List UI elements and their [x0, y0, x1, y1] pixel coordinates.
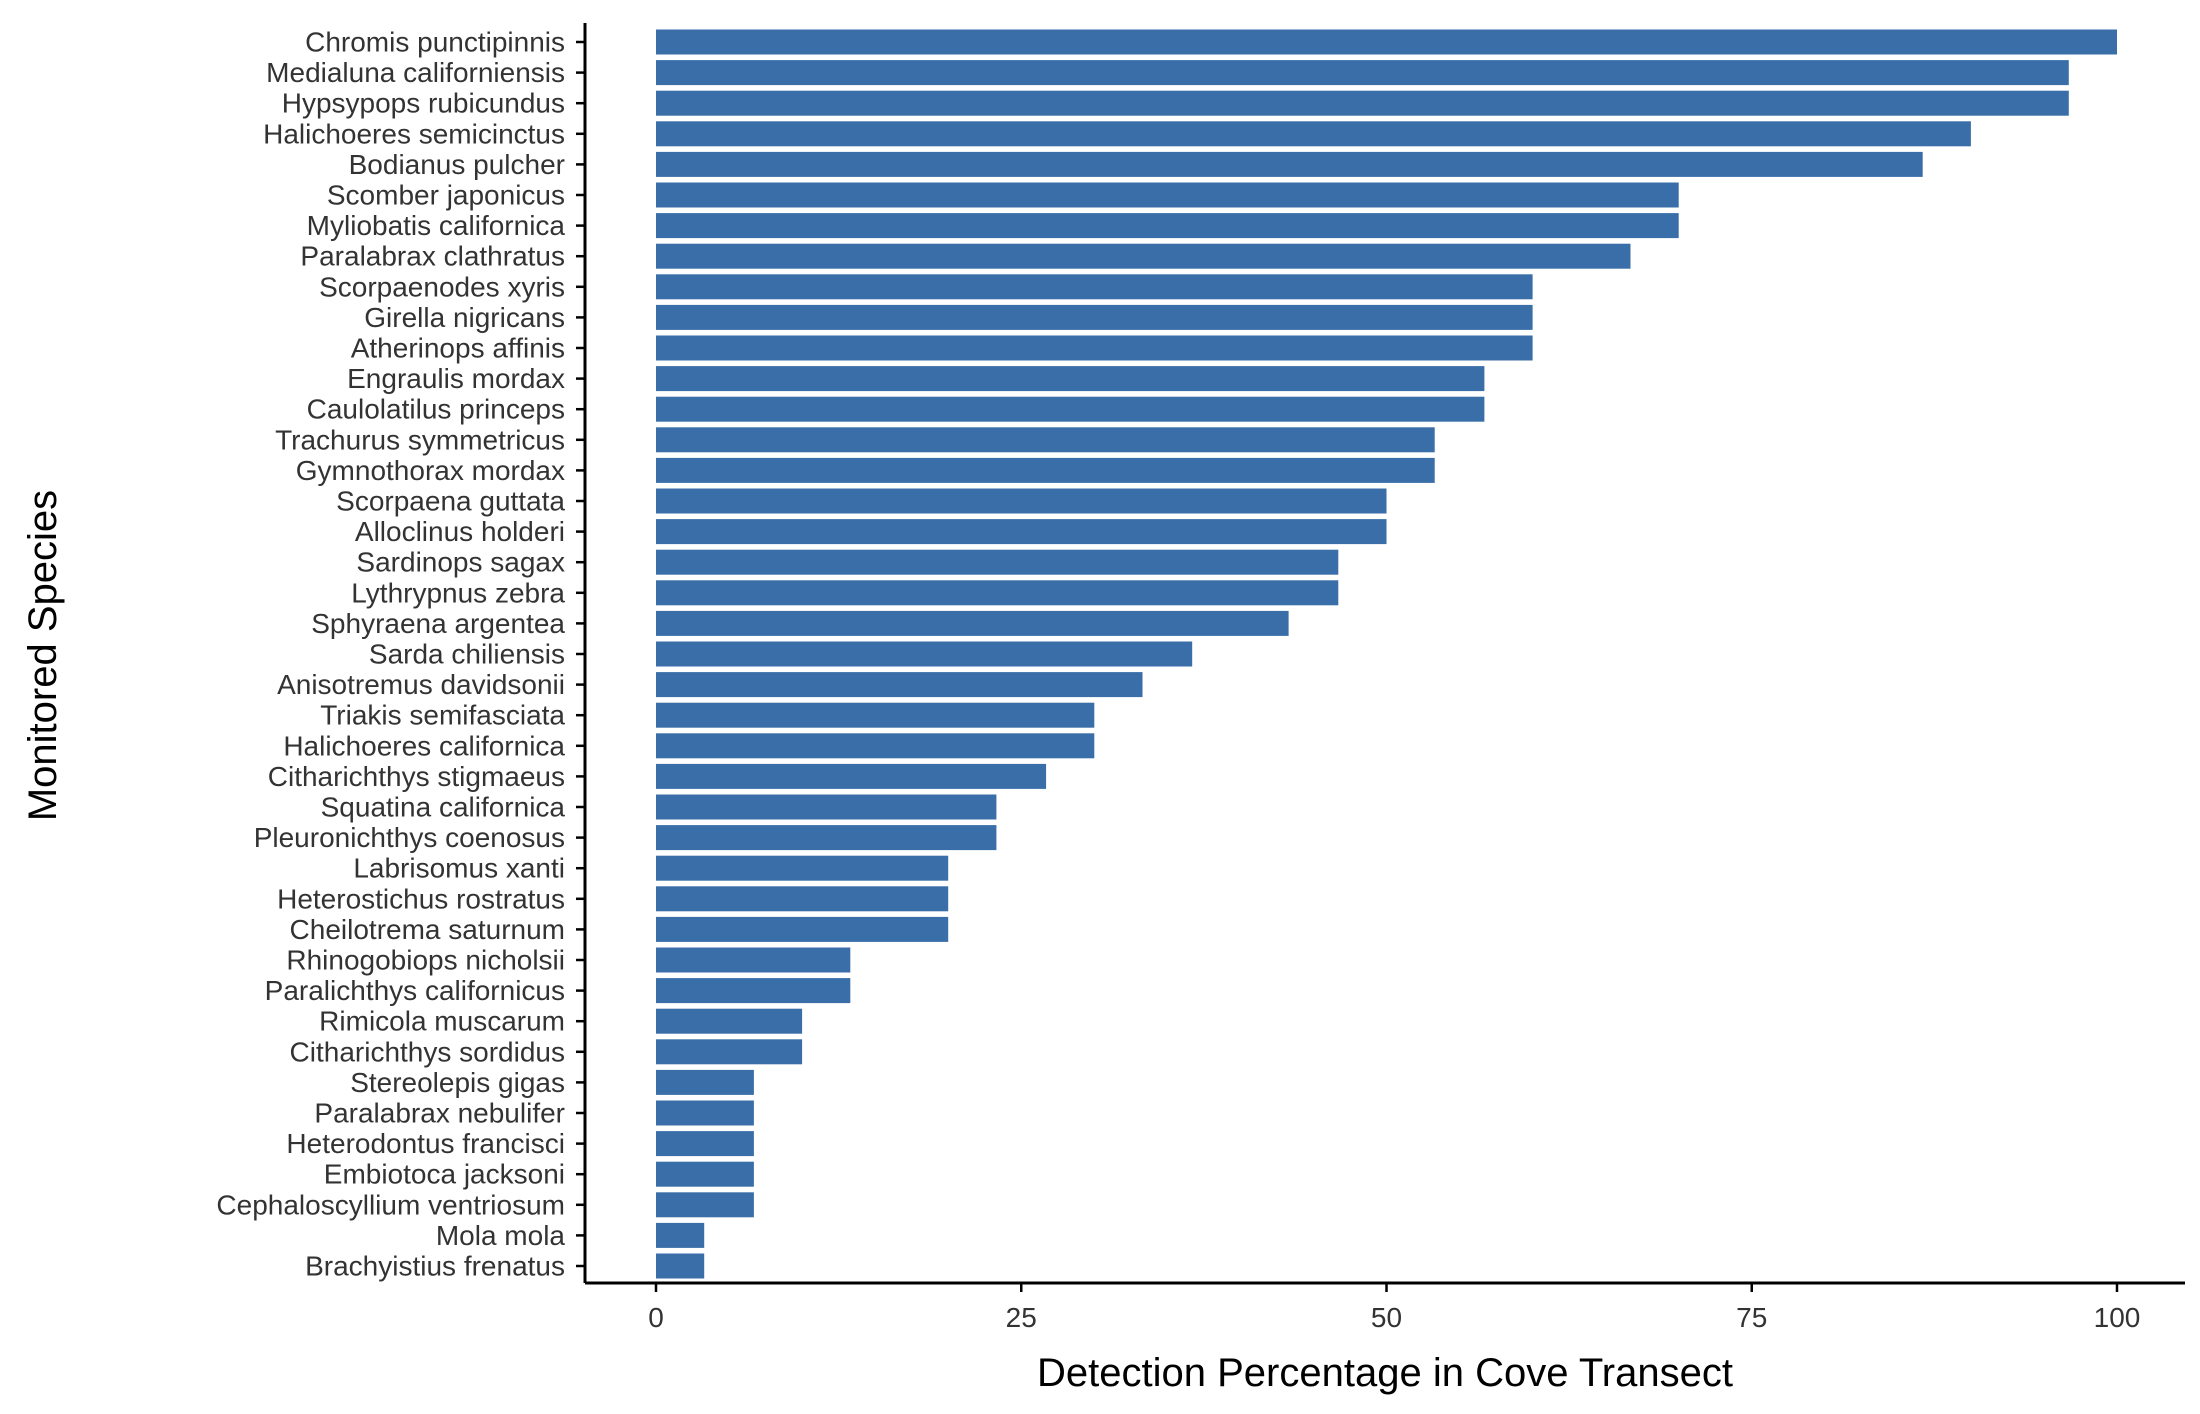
y-tick-label: Pleuronichthys coenosus — [254, 822, 565, 853]
y-tick-label: Sphyraena argentea — [311, 608, 565, 639]
bar — [656, 1222, 705, 1248]
y-tick-label: Hypsypops rubicundus — [282, 88, 565, 119]
bar — [656, 60, 2069, 86]
bar — [656, 121, 1971, 147]
bar — [656, 1008, 803, 1034]
y-tick-label: Trachurus symmetricus — [275, 424, 565, 455]
y-tick-label: Anisotremus davidsonii — [277, 669, 565, 700]
bar — [656, 1161, 754, 1187]
y-tick-label: Alloclinus holderi — [355, 516, 565, 547]
y-tick-label: Mola mola — [436, 1220, 566, 1251]
bar — [656, 916, 949, 942]
bar — [656, 335, 1533, 361]
bar — [656, 90, 2069, 116]
y-tick-label: Cephaloscyllium ventriosum — [216, 1189, 565, 1220]
bar — [656, 641, 1193, 667]
bar — [656, 580, 1339, 606]
bar — [656, 213, 1679, 239]
x-tick-label: 0 — [648, 1302, 664, 1333]
y-axis-title: Monitored Species — [21, 490, 65, 821]
x-axis-title: Detection Percentage in Cove Transect — [1037, 1351, 1733, 1395]
bar — [656, 733, 1095, 759]
bar — [656, 274, 1533, 300]
y-tick-label: Squatina californica — [321, 792, 566, 823]
bar — [656, 304, 1533, 330]
x-tick-label: 25 — [1006, 1302, 1037, 1333]
y-tick-label: Atherinops affinis — [351, 333, 565, 364]
bar — [656, 1131, 754, 1157]
y-tick-label: Engraulis mordax — [347, 363, 565, 394]
y-tick-label: Stereolepis gigas — [350, 1067, 565, 1098]
y-tick-label: Heterostichus rostratus — [277, 883, 565, 914]
y-tick-label: Halichoeres semicinctus — [263, 118, 565, 149]
y-tick-label: Cheilotrema saturnum — [290, 914, 565, 945]
x-tick-label: 50 — [1371, 1302, 1402, 1333]
bar — [656, 396, 1485, 422]
y-tick-label: Citharichthys sordidus — [290, 1036, 565, 1067]
bar — [656, 1253, 705, 1279]
bar — [656, 672, 1143, 698]
bar — [656, 29, 2117, 55]
bar — [656, 610, 1289, 636]
y-tick-label: Paralabrax nebulifer — [314, 1098, 565, 1129]
y-tick-label: Gymnothorax mordax — [296, 455, 565, 486]
y-tick-label: Paralichthys californicus — [265, 975, 565, 1006]
y-tick-label: Citharichthys stigmaeus — [268, 761, 565, 792]
bar — [656, 243, 1631, 269]
bar — [656, 549, 1339, 575]
bars-group — [656, 29, 2117, 1279]
bar — [656, 1100, 754, 1126]
y-tick-label: Paralabrax clathratus — [300, 241, 565, 272]
y-tick-label: Scorpaena guttata — [336, 486, 565, 517]
bar — [656, 366, 1485, 392]
y-tick-label: Myliobatis californica — [307, 210, 566, 241]
y-tick-label: Chromis punctipinnis — [305, 27, 565, 58]
bar — [656, 763, 1047, 789]
bar — [656, 1069, 754, 1095]
bar — [656, 855, 949, 881]
y-tick-label: Lythrypnus zebra — [351, 577, 565, 608]
y-tick-label: Caulolatilus princeps — [307, 394, 565, 425]
bar — [656, 702, 1095, 728]
bar — [656, 151, 1923, 177]
bar — [656, 794, 997, 820]
y-tick-label: Bodianus pulcher — [349, 149, 565, 180]
y-tick-label: Heterodontus francisci — [286, 1128, 565, 1159]
bar — [656, 1192, 754, 1218]
y-tick-label: Girella nigricans — [364, 302, 565, 333]
y-tick-label: Embiotoca jacksoni — [324, 1159, 565, 1190]
bar — [656, 947, 851, 973]
bar — [656, 886, 949, 912]
y-tick-label: Halichoeres californica — [283, 730, 565, 761]
y-tick-label: Sarda chiliensis — [369, 639, 565, 670]
y-tick-label: Triakis semifasciata — [320, 700, 565, 731]
y-tick-label: Sardinops sagax — [356, 547, 565, 578]
y-tick-label: Rimicola muscarum — [319, 1006, 565, 1037]
x-tick-labels: 0 25 50 75 100 — [648, 1302, 2140, 1333]
bar — [656, 1039, 803, 1065]
bar — [656, 519, 1387, 545]
y-tick-label: Scorpaenodes xyris — [319, 271, 565, 302]
bar — [656, 182, 1679, 208]
bar — [656, 488, 1387, 514]
bar — [656, 825, 997, 851]
x-tick-label: 75 — [1736, 1302, 1767, 1333]
bar — [656, 457, 1435, 483]
y-tick-label: Rhinogobiops nicholsii — [286, 945, 565, 976]
y-tick-label: Medialuna californiensis — [266, 57, 565, 88]
x-tick-label: 100 — [2094, 1302, 2141, 1333]
bar — [656, 978, 851, 1004]
bar — [656, 427, 1435, 453]
y-tick-label: Labrisomus xanti — [353, 853, 565, 884]
y-tick-label: Scomber japonicus — [327, 180, 565, 211]
y-tick-label: Brachyistius frenatus — [305, 1251, 565, 1282]
